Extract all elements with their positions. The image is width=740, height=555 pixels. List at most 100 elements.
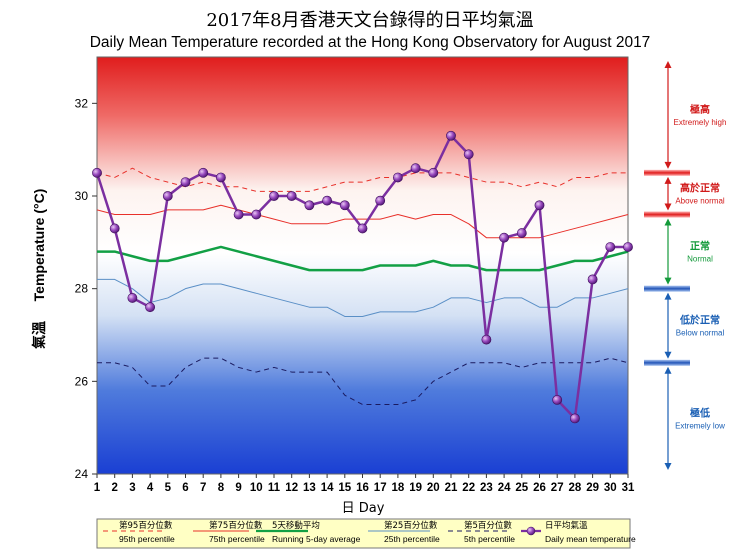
y-tick-label: 26 xyxy=(75,374,89,388)
series-line-p75 xyxy=(96,204,629,239)
x-tick-label: 3 xyxy=(129,482,135,494)
legend-label-en: 75th percentile xyxy=(209,534,265,544)
data-point xyxy=(215,172,226,183)
category-label-zh: 高於正常 xyxy=(680,182,720,195)
data-point xyxy=(463,149,474,160)
y-tick-label: 24 xyxy=(75,467,89,481)
data-point xyxy=(304,200,315,211)
legend-label-zh: 日平均氣溫 xyxy=(545,520,588,531)
x-tick-label: 19 xyxy=(409,482,422,494)
category-label-en: Below normal xyxy=(676,329,725,338)
x-tick-label: 21 xyxy=(445,482,458,494)
legend: 第95百分位數 95th percentile 第75百分位數 75th percen… xyxy=(96,518,636,549)
x-tick-label: 30 xyxy=(604,482,617,494)
legend-label-zh: 第75百分位數 xyxy=(209,520,263,531)
data-point xyxy=(233,209,244,220)
series-line-run5 xyxy=(97,245,629,272)
category-label-zh: 極低 xyxy=(690,406,710,419)
x-tick-label: 10 xyxy=(250,482,263,494)
arrow-down-icon xyxy=(664,161,672,169)
data-point xyxy=(552,394,563,405)
data-point xyxy=(92,167,102,178)
arrow-up-icon xyxy=(664,176,672,184)
data-point xyxy=(428,167,439,178)
data-point xyxy=(269,191,279,201)
arrow-down-icon xyxy=(664,277,672,285)
legend-label-en: Daily mean temperature xyxy=(545,534,636,544)
x-tick-label: 28 xyxy=(569,482,582,494)
x-tick-label: 24 xyxy=(498,482,511,494)
x-tick-label: 8 xyxy=(218,482,225,494)
x-tick-label: 26 xyxy=(533,482,546,494)
category-label-en: Extremely high xyxy=(674,118,727,127)
arrow-up-icon xyxy=(664,292,672,300)
x-tick-label: 4 xyxy=(147,482,154,494)
x-tick-label: 14 xyxy=(321,482,334,494)
x-tick-label: 20 xyxy=(427,482,440,494)
x-tick-label: 17 xyxy=(374,482,387,494)
data-point xyxy=(180,177,191,187)
legend-label-en: 5th percentile xyxy=(464,534,515,544)
data-point xyxy=(392,172,403,183)
arrow-down-icon xyxy=(664,203,672,211)
series-line-p25 xyxy=(97,278,629,317)
x-tick-label: 16 xyxy=(356,482,369,494)
y-axis-label-en: Temperature (°C) xyxy=(31,189,47,302)
arrow-down-icon xyxy=(664,463,672,470)
data-point xyxy=(446,130,456,141)
legend-marker xyxy=(526,526,536,536)
chart-title: 2017年8月香港天文台錄得的日平均氣溫 xyxy=(206,10,534,31)
data-point xyxy=(357,223,368,234)
legend-label-zh: 第5百分位數 xyxy=(464,520,512,531)
arrow-up-icon xyxy=(664,366,672,374)
data-point xyxy=(251,209,262,220)
y-tick-label: 32 xyxy=(75,96,89,110)
category-boundary-marker xyxy=(644,211,690,218)
data-point xyxy=(534,200,545,211)
arrow-down-icon xyxy=(664,351,672,359)
data-point xyxy=(339,200,350,211)
data-point xyxy=(145,302,155,313)
chart-subtitle: Daily Mean Temperature recorded at the H… xyxy=(89,34,651,51)
data-point xyxy=(127,293,138,303)
data-point xyxy=(605,242,616,252)
legend-label-en: 95th percentile xyxy=(119,534,175,544)
category-label-zh: 正常 xyxy=(690,240,710,253)
plot-background xyxy=(97,57,628,474)
data-point xyxy=(410,163,421,174)
data-point xyxy=(109,223,120,234)
x-tick-label: 5 xyxy=(165,482,172,494)
x-tick-label: 23 xyxy=(480,482,493,494)
data-point xyxy=(198,167,209,178)
category-label-zh: 極高 xyxy=(690,103,710,116)
x-tick-label: 29 xyxy=(586,482,599,494)
x-tick-label: 13 xyxy=(303,482,316,494)
x-tick-label: 25 xyxy=(515,482,528,494)
category-boundary-marker xyxy=(644,169,690,176)
data-point xyxy=(570,413,580,424)
x-tick-label: 15 xyxy=(338,482,351,494)
x-tick-label: 9 xyxy=(235,482,241,494)
category-label-en: Normal xyxy=(687,255,713,264)
category-label-zh: 低於正常 xyxy=(679,314,720,327)
arrow-up-icon xyxy=(664,61,672,68)
x-tick-label: 11 xyxy=(268,482,281,494)
category-boundary-marker xyxy=(644,285,690,292)
data-point xyxy=(322,195,332,206)
x-tick-label: 6 xyxy=(182,482,188,494)
data-point xyxy=(162,191,173,201)
legend-label-en: 25th percentile xyxy=(384,534,440,544)
data-point xyxy=(375,195,386,206)
data-point xyxy=(481,334,492,345)
x-tick-label: 31 xyxy=(622,482,635,494)
x-tick-label: 12 xyxy=(285,482,298,494)
category-boundary-marker xyxy=(644,359,690,366)
arrow-up-icon xyxy=(664,218,672,226)
category-panel: 極高 Extremely high 高於正常 Above normal 正常 Normal… xyxy=(644,61,726,470)
y-tick-label: 28 xyxy=(75,282,89,296)
legend-label-zh: 第25百分位數 xyxy=(384,520,438,531)
legend-label-en: Running 5-day average xyxy=(272,534,361,544)
y-tick-label: 30 xyxy=(75,189,89,203)
x-axis: 1 2 3 4 5 6 7 8 9 10 11 12 13 14 15 16 17 18 19 20 21 22 23 24 2… xyxy=(94,474,635,494)
x-tick-label: 7 xyxy=(200,482,206,494)
